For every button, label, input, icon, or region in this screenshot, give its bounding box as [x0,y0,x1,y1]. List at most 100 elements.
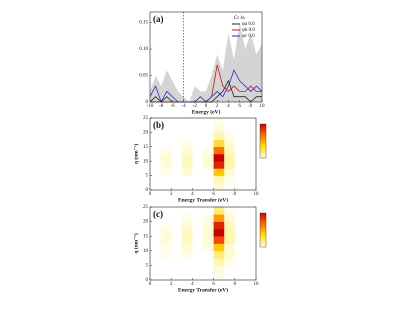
heat-cell [245,161,257,169]
heat-cell [171,214,183,222]
heat-cell [224,154,236,162]
heat-cell [160,214,172,222]
heat-cell [192,221,204,230]
legend-label: φc 0.0 [242,34,255,39]
heat-cell [150,258,161,266]
y-tick-label: 5 [146,264,149,269]
y-tick-label: 25 [143,205,149,210]
heat-cell [171,221,183,230]
heat-cell [245,175,257,184]
x-tick-label: -6 [170,104,175,109]
heat-cell [213,161,225,169]
heat-cell [213,228,225,237]
heat-cell [203,236,214,244]
heat-cell [224,139,236,148]
y-axis-label: q (nm⁻¹) [132,144,139,164]
heat-cell [245,272,257,281]
heat-cell [171,125,183,133]
heat-cell [234,182,246,191]
heat-cell [245,207,257,215]
plot-frame [149,206,257,281]
heat-cell [213,250,225,259]
heat-cell [224,168,236,176]
colorbar [259,123,267,159]
legend-label: φa 0.0 [242,22,255,27]
heat-cell [224,243,236,252]
heat-cell [150,265,161,273]
heat-cell [224,161,236,169]
heat-cell [192,236,204,244]
heat-cell [181,125,193,133]
panel-label: (a) [153,14,164,24]
x-tick-label: 2 [170,192,173,197]
heat-cell [192,175,204,184]
heat-cell [160,132,172,140]
heat-cell [203,182,214,191]
heat-cell [171,182,183,191]
heat-cell [213,168,225,176]
heat-cell [234,146,246,155]
heat-cell [213,139,225,148]
heat-cell [245,243,257,252]
heat-cell [160,154,172,162]
heat-cell [203,175,214,184]
x-tick-label: 8 [234,192,237,197]
heat-cell [224,228,236,237]
y-tick-label: 10 [143,159,149,164]
heat-cell [224,265,236,273]
heat-cell [192,228,204,237]
heat-cell [213,258,225,266]
heat-cell [181,207,193,215]
heat-cell [203,258,214,266]
heat-cell [192,250,204,259]
x-tick-label: -10 [147,104,154,109]
colorbar [259,212,267,248]
heat-cell [181,221,193,230]
x-tick-label: 6 [238,104,241,109]
heat-cell [224,146,236,155]
heat-cell [150,272,161,281]
heat-cell [234,243,246,252]
panel-label: (b) [153,120,164,130]
heat-cell [234,272,246,281]
heat-cell [234,168,246,176]
heat-cell [245,154,257,162]
heat-cell [224,214,236,222]
heat-cell [224,132,236,140]
heat-cell [245,125,257,133]
heat-cell [245,132,257,140]
heat-cell [213,265,225,273]
y-tick-label: 20 [143,131,149,136]
x-tick-label: -4 [182,104,187,109]
heat-cell [160,125,172,133]
x-tick-label: 10 [254,192,260,197]
x-tick-label: -8 [159,104,164,109]
y-tick-label: 15 [143,145,149,150]
heat-cell [171,250,183,259]
heat-cell [160,221,172,230]
heat-cell [150,243,161,252]
heat-cell [192,214,204,222]
heat-cell [234,250,246,259]
heat-cell [203,214,214,222]
heat-cell [160,250,172,259]
y-tick-label: 0 [146,100,149,105]
panel-label: (c) [153,209,163,219]
heat-cell [181,272,193,281]
heat-cell [203,207,214,215]
x-axis-label: Energy (eV) [192,108,221,115]
heat-cell [171,139,183,148]
heat-cell [213,243,225,252]
heat-cell [224,207,236,215]
heat-cell [213,175,225,184]
heat-cell [150,161,161,169]
area [150,22,262,103]
heat-cell [171,265,183,273]
x-tick-label: 0 [149,282,152,287]
heat-cell [245,228,257,237]
heat-cell [150,118,161,126]
y-tick-label: 0 [146,278,149,283]
heat-cell [181,168,193,176]
heat-cell [171,168,183,176]
